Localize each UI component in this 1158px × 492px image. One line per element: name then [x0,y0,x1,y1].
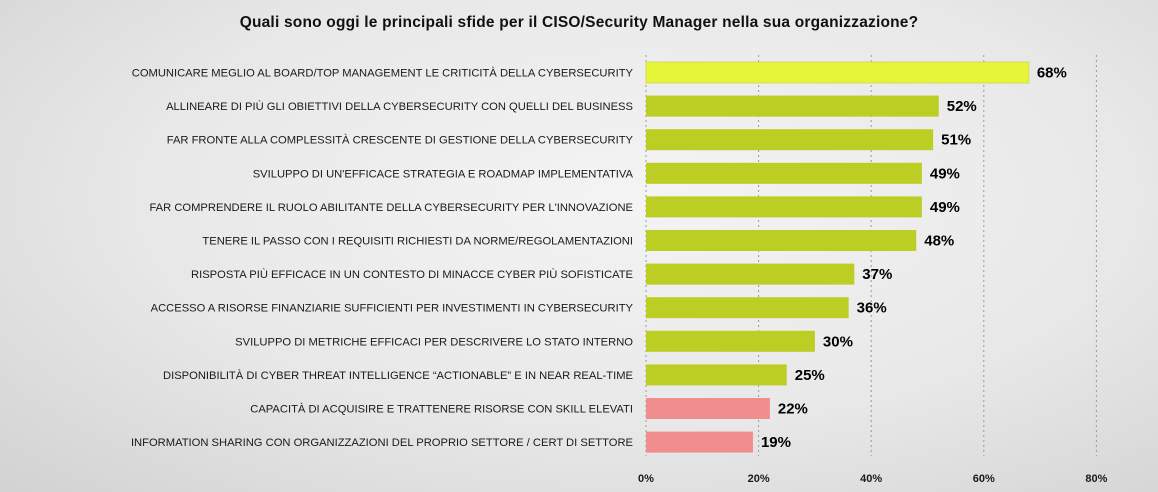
category-label-2: ALLINEARE DI PIÙ GLI OBIETTIVI DELLA CYB… [166,100,633,113]
category-label-4: SVILUPPO DI UN'EFFICACE STRATEGIA E ROAD… [253,168,634,180]
bar-6 [646,230,917,251]
value-label-4: 49% [930,165,960,182]
value-label-11: 22% [778,401,808,418]
category-label-11: CAPACITÀ DI ACQUISIRE E TRATTENERE RISOR… [250,403,633,416]
bar-3 [646,129,934,151]
category-label-8: ACCESSO A RISORSE FINANZIARIE SUFFICIENT… [151,303,634,315]
value-label-3: 51% [941,132,971,149]
category-label-6: TENERE IL PASSO CON I REQUISITI RICHIEST… [202,236,633,248]
category-label-1: COMUNICARE MEGLIO AL BOARD/TOP MANAGEMEN… [132,67,634,80]
category-label-9: SVILUPPO DI METRICHE EFFICACI PER DESCRI… [235,336,633,348]
x-tick-label-20: 20% [748,473,770,485]
bar-10 [646,364,787,386]
chart-title: Quali sono oggi le principali sfide per … [239,14,919,31]
value-label-9: 30% [823,333,853,350]
value-label-8: 36% [857,300,887,317]
bar-9 [646,330,815,352]
bar-5 [646,196,922,218]
category-label-7: RISPOSTA PIÙ EFFICACE IN UN CONTESTO DI … [191,268,633,281]
x-tick-label-60: 60% [973,473,995,485]
value-label-2: 52% [947,98,977,115]
value-label-7: 37% [862,266,892,283]
x-tick-label-0: 0% [638,473,654,485]
value-label-10: 25% [795,367,825,384]
x-tick-label-80: 80% [1085,473,1107,485]
category-label-3: FAR FRONTE ALLA COMPLESSITÀ CRESCENTE DI… [167,134,634,147]
bar-8 [646,297,849,319]
bar-2 [646,95,939,117]
bar-4 [646,162,922,184]
bar-11 [646,398,770,419]
value-label-6: 48% [924,233,954,250]
category-label-5: FAR COMPRENDERE IL RUOLO ABILITANTE DELL… [149,202,633,214]
bar-12 [646,431,753,453]
x-tick-label-40: 40% [860,473,882,485]
value-label-1: 68% [1037,65,1067,82]
category-label-12: INFORMATION SHARING CON ORGANIZZAZIONI D… [131,437,633,449]
value-label-12: 19% [761,434,791,451]
category-label-10: DISPONIBILITÀ DI CYBER THREAT INTELLIGEN… [163,369,633,382]
bar-7 [646,263,855,285]
bar-1 [645,61,1030,84]
value-label-5: 49% [930,199,960,216]
